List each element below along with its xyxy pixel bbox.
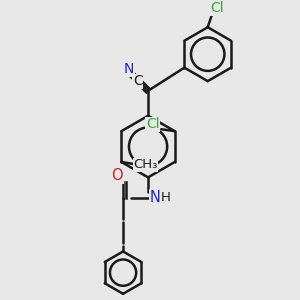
Text: O: O xyxy=(112,168,123,183)
Text: Cl: Cl xyxy=(146,117,159,131)
Text: CH₃: CH₃ xyxy=(133,158,158,171)
Text: N: N xyxy=(149,190,160,205)
Text: Cl: Cl xyxy=(211,1,224,15)
Text: N: N xyxy=(123,62,134,76)
Text: C: C xyxy=(133,74,143,88)
Text: H: H xyxy=(160,191,170,204)
